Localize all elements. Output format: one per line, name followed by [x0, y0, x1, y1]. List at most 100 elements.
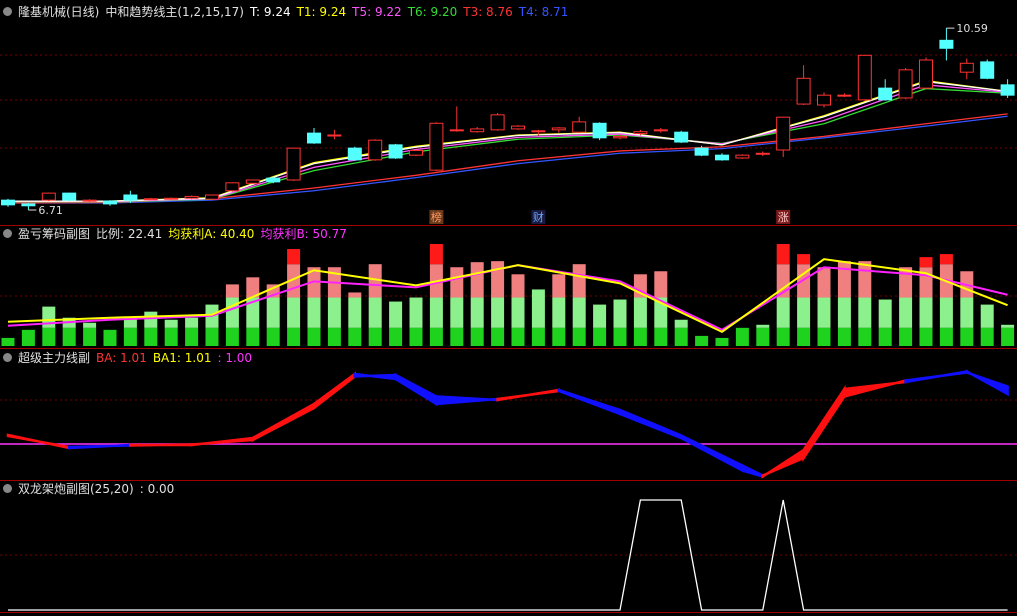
panel-icon[interactable]	[3, 484, 12, 493]
ma-line	[8, 115, 1008, 204]
indicator-line	[7, 258, 1008, 334]
candle-body	[531, 130, 546, 133]
bar-segment	[837, 297, 851, 328]
panel-icon[interactable]	[3, 7, 12, 16]
candle-body	[898, 69, 913, 99]
band-segment	[679, 433, 744, 473]
candle-body	[959, 62, 974, 73]
bar-segment	[511, 274, 525, 298]
bar-segment	[899, 297, 913, 328]
band-segment	[496, 388, 561, 402]
header-item: 双龙架炮副图(25,20)	[18, 482, 134, 496]
header-item: : 0.00	[139, 482, 175, 496]
bar-segment	[83, 327, 97, 346]
indicator-line	[7, 264, 1008, 331]
bar-segment	[919, 297, 933, 328]
bar-segment	[593, 327, 607, 346]
bar-segment	[123, 327, 137, 346]
header-item: T6: 9.20	[407, 5, 458, 19]
candle-body	[409, 149, 423, 156]
bar-segment	[429, 243, 443, 265]
bar-segment	[980, 327, 994, 346]
bar-segment	[633, 327, 647, 346]
band-segment	[353, 372, 397, 381]
candle-body	[307, 132, 321, 144]
candle-body	[857, 54, 872, 101]
bar-segment	[613, 327, 627, 346]
bar-segment	[409, 327, 423, 346]
bar-segment	[878, 299, 892, 328]
bar-segment	[389, 301, 403, 328]
band-segment	[904, 370, 969, 384]
bar-segment	[62, 327, 76, 346]
bar-segment	[42, 327, 56, 346]
bar-segment	[960, 327, 974, 346]
bar-segment	[858, 261, 872, 298]
bar-segment	[450, 327, 464, 346]
bar-segment	[246, 327, 260, 346]
band-segment	[6, 433, 71, 450]
bar-segment	[348, 292, 362, 298]
separators	[0, 225, 1017, 613]
marker-text: 财	[533, 210, 544, 224]
bar-segment	[939, 297, 953, 328]
bar-segment	[756, 324, 770, 328]
panel-header: 双龙架炮副图(25,20) : 0.00	[18, 482, 180, 496]
candle-body	[41, 192, 56, 201]
bar-segment	[327, 297, 341, 328]
bar-segment	[837, 327, 851, 346]
bar-segment	[552, 297, 566, 328]
panel-header: 超级主力线副 BA: 1.01 BA1: 1.01: 1.00	[18, 351, 258, 365]
bar-segment	[450, 267, 464, 298]
bar-segment	[919, 327, 933, 346]
bar-segment	[103, 329, 117, 346]
header-item: BA: 1.01	[96, 351, 147, 365]
band-segment	[557, 388, 622, 416]
candle-body	[755, 152, 770, 155]
header-item: 均获利B: 50.77	[260, 227, 347, 241]
candle-body	[633, 131, 648, 135]
bar-segment	[307, 297, 321, 328]
candle-body	[205, 194, 219, 200]
candle-body	[511, 125, 525, 130]
candle-body	[1, 199, 15, 206]
bar-segment	[429, 327, 443, 346]
header-item: T3: 8.76	[463, 5, 513, 19]
candle-body	[572, 121, 587, 133]
bar-segment	[307, 327, 321, 346]
bar-segment	[144, 311, 158, 328]
header-item: 比例: 22.41	[96, 227, 163, 241]
band-segment	[251, 401, 316, 443]
bar-segment	[511, 297, 525, 328]
bar-segment	[817, 267, 831, 298]
bar-segment	[123, 317, 137, 328]
bar-segment	[776, 327, 790, 346]
bar-segment	[368, 297, 382, 328]
candle-body	[225, 182, 240, 192]
panel-icon[interactable]	[3, 229, 12, 238]
candle-body	[347, 147, 362, 161]
bar-segment	[960, 297, 974, 328]
candle-body	[245, 179, 260, 184]
bar-segment	[756, 327, 770, 346]
ma-line	[8, 84, 1008, 203]
bar-segment	[837, 261, 851, 298]
band-segment	[67, 443, 132, 450]
ma-line	[7, 113, 1008, 204]
candle-body	[286, 147, 301, 181]
bar-segment	[185, 317, 199, 328]
bar-segment	[817, 327, 831, 346]
bar-segment	[939, 254, 953, 265]
panel-icon[interactable]	[3, 353, 12, 362]
candle-body	[551, 127, 566, 131]
bar-segment	[654, 271, 668, 298]
bar-segment	[858, 327, 872, 346]
bar-segment	[797, 297, 811, 328]
candle-body	[939, 39, 954, 49]
bar-segment	[776, 243, 790, 265]
candle-body	[490, 114, 505, 131]
candle-body	[327, 134, 342, 137]
header-item: T5: 9.22	[352, 5, 402, 19]
candle-body	[592, 122, 607, 139]
candle-body	[266, 177, 281, 183]
